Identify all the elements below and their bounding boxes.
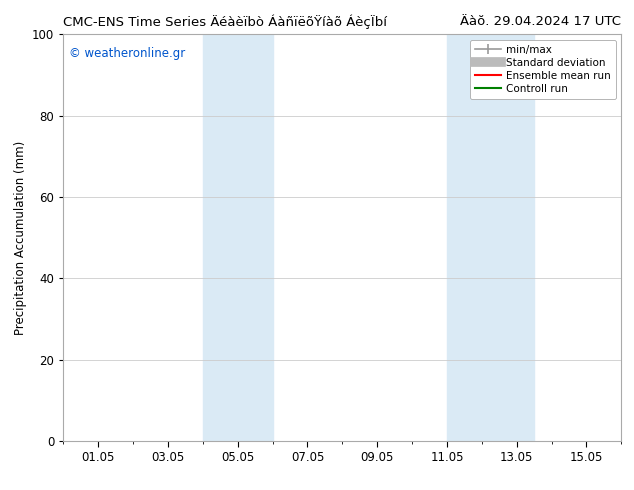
Bar: [447, 34, 534, 441]
Bar: [203, 34, 273, 441]
Text: Äàŏ. 29.04.2024 17 UTC: Äàŏ. 29.04.2024 17 UTC: [460, 15, 621, 28]
Y-axis label: Precipitation Accumulation (mm): Precipitation Accumulation (mm): [13, 141, 27, 335]
Text: CMC-ENS Time Series Äéàèïbò ÁàñïëõŸíàõ ÁèçÏbí: CMC-ENS Time Series Äéàèïbò ÁàñïëõŸíàõ Á…: [63, 15, 387, 29]
Legend: min/max, Standard deviation, Ensemble mean run, Controll run: min/max, Standard deviation, Ensemble me…: [470, 40, 616, 99]
Text: © weatheronline.gr: © weatheronline.gr: [69, 47, 185, 59]
